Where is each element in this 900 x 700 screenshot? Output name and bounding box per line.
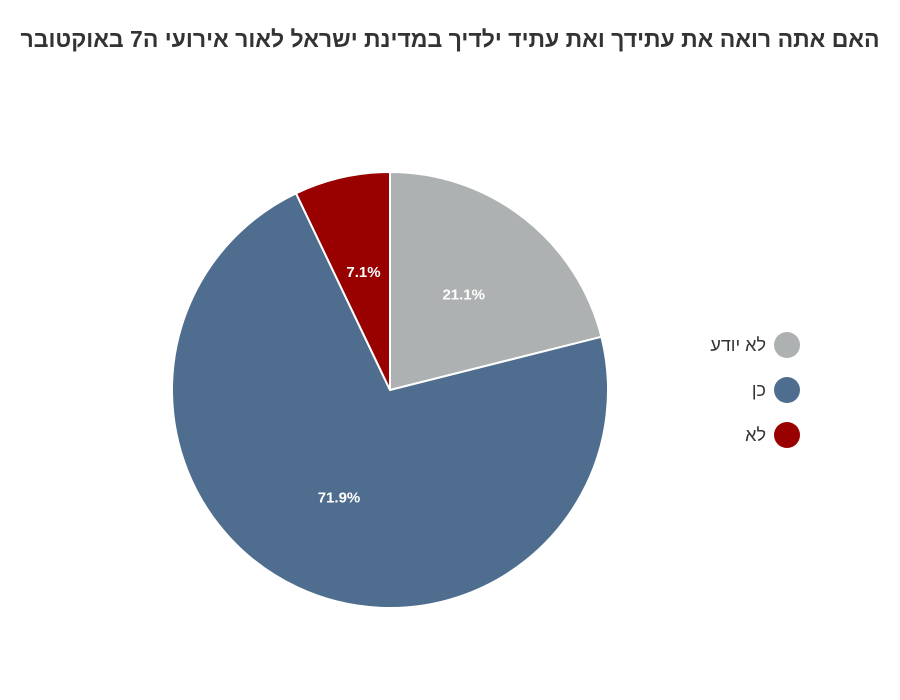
slice-yes[interactable]: [171, 191, 609, 609]
legend-label: כן: [751, 379, 766, 400]
legend-item-no[interactable]: לא: [690, 420, 800, 450]
slice-dont-know[interactable]: [389, 170, 603, 392]
legend-item-dont-know[interactable]: לא יודע: [690, 330, 800, 360]
chart-legend: לא יודע כן לא: [690, 330, 800, 465]
legend-label: לא יודע: [710, 334, 766, 355]
chart-title: האם אתה רואה את עתידך ואת עתיד ילדיך במד…: [20, 26, 880, 52]
pie-value-labels: 21.1% 71.9% 7.1%: [318, 264, 485, 506]
pie-slices: [171, 170, 609, 609]
legend-swatch: [774, 422, 800, 448]
legend-swatch: [774, 377, 800, 403]
slice-value-label: 21.1%: [442, 286, 485, 303]
legend-item-yes[interactable]: כן: [690, 375, 800, 405]
slice-value-label: 7.1%: [346, 264, 380, 281]
legend-label: לא: [745, 424, 766, 445]
slice-value-label: 71.9%: [318, 489, 361, 506]
legend-swatch: [774, 332, 800, 358]
slice-no[interactable]: [294, 170, 391, 391]
